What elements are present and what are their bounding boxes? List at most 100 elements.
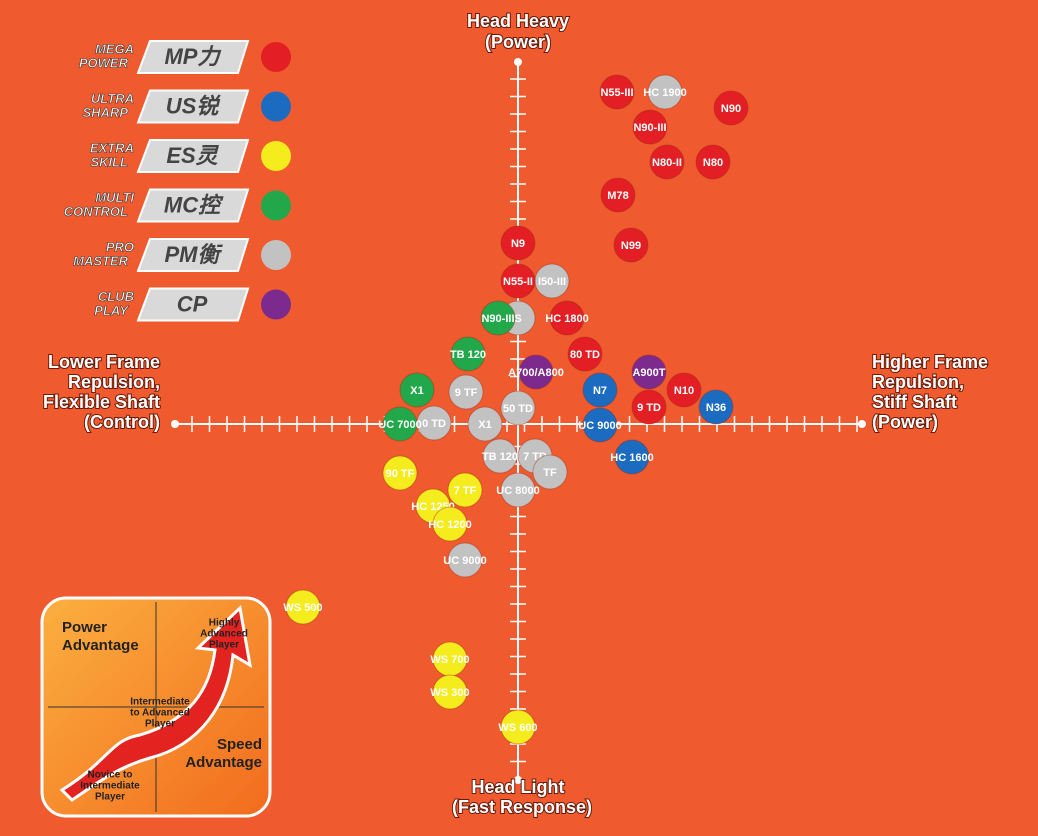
- product-marker: [632, 109, 668, 145]
- inset: Power Advantage Speed Advantage Highly A…: [40, 596, 272, 818]
- product-marker: [666, 372, 702, 408]
- product-label: N80-II: [652, 157, 682, 169]
- product-marker: [614, 439, 650, 475]
- product-marker: [500, 225, 536, 261]
- inset-label: to Advanced: [130, 708, 190, 719]
- product-marker: [416, 405, 452, 441]
- inset-label: Advanced: [200, 629, 248, 640]
- axis-label: Higher Frame: [872, 352, 988, 372]
- product-marker: [399, 372, 435, 408]
- axis-label: Repulsion,: [872, 372, 964, 392]
- axis-label: Repulsion,: [68, 372, 160, 392]
- axis-end: [171, 420, 179, 428]
- product-label: X1: [410, 385, 423, 397]
- legend-badge: [136, 188, 250, 223]
- product-marker: [518, 354, 554, 390]
- legend-swatch: [261, 240, 291, 270]
- legend-line: POWER: [79, 55, 129, 70]
- legend-line: EXTRA: [90, 140, 134, 155]
- product-label: N90-III: [633, 122, 666, 134]
- inset-arrow: [59, 604, 253, 802]
- product-label: UC 7000: [378, 419, 421, 431]
- inset-label: Highly: [209, 618, 240, 629]
- legend-badge-label: MC控: [164, 192, 224, 217]
- product-label: N99: [621, 240, 641, 252]
- axis-label: Head Heavy: [467, 11, 569, 31]
- legend-line: MASTER: [73, 253, 129, 268]
- product-marker: [631, 389, 667, 425]
- product-marker: [631, 354, 667, 390]
- product-label: N10: [674, 385, 694, 397]
- axis-label: (Power): [485, 32, 551, 52]
- product-marker: [698, 389, 734, 425]
- product-marker: [599, 74, 635, 110]
- inset-label: Player: [95, 792, 125, 803]
- inset-label: Player: [209, 640, 239, 651]
- product-label: WS 700: [430, 654, 469, 666]
- product-marker: [447, 542, 483, 578]
- product-marker: [482, 438, 518, 474]
- legend-line: MEGA: [95, 41, 134, 56]
- product-marker: [500, 263, 536, 299]
- inset-label: Advantage: [185, 754, 262, 771]
- legend-badge: [136, 287, 250, 322]
- product-label: UC 8000: [496, 485, 539, 497]
- inset-label: Speed: [217, 736, 262, 753]
- axis-end: [858, 420, 866, 428]
- product-marker: [549, 300, 585, 336]
- product-label: 7 TF: [454, 485, 477, 497]
- product-marker: [713, 90, 749, 126]
- product-label: N36: [706, 402, 726, 414]
- inset-label: Advantage: [62, 637, 139, 654]
- axis-label: (Control): [84, 412, 160, 432]
- product-marker: [500, 390, 536, 426]
- inset-label: Novice to: [87, 770, 132, 781]
- product-marker: [448, 374, 484, 410]
- legend-line: ULTRA: [91, 91, 134, 106]
- product-label: N55-III: [600, 87, 633, 99]
- product-label: HC 1900: [643, 87, 686, 99]
- legend-swatch: [261, 289, 291, 320]
- legend-badge: [136, 139, 250, 173]
- axis-label: Flexible Shaft: [43, 392, 160, 412]
- legend-swatch: [261, 190, 291, 221]
- product-marker: [649, 144, 685, 180]
- product-label: UC 9000: [578, 420, 621, 432]
- product-label: N9: [511, 238, 525, 250]
- product-marker: [613, 227, 649, 263]
- product-label: 0 TD: [422, 418, 446, 430]
- product-label: N90: [721, 103, 741, 115]
- product-label: WS 500: [283, 602, 322, 614]
- product-marker: [382, 406, 418, 442]
- product-marker: [647, 74, 683, 110]
- product-label: UC 9000: [443, 555, 486, 567]
- legend-badge-label: MP力: [164, 44, 221, 69]
- product-marker: [480, 300, 516, 336]
- product-label: HC 1800: [545, 313, 588, 325]
- axis-label: Lower Frame: [48, 352, 160, 372]
- product-label: N7: [593, 385, 607, 397]
- product-label: TB 120: [450, 349, 486, 361]
- product-label: WS 300: [430, 687, 469, 699]
- product-marker: [450, 336, 486, 372]
- legend-line: CLUB: [98, 289, 134, 304]
- legend-swatch: [261, 141, 291, 171]
- axis-ends: [171, 58, 866, 784]
- inset-label: Intermediate: [80, 781, 140, 792]
- product-label: A900T: [632, 367, 665, 379]
- legend-line: SKILL: [90, 154, 128, 169]
- product-label: HC 1600: [610, 452, 653, 464]
- product-marker: [600, 177, 636, 213]
- product-label: TB 120: [482, 451, 518, 463]
- legend-line: SHARP: [82, 105, 128, 120]
- product-label: 50 TD: [503, 403, 533, 415]
- legend-badge-label: CP: [177, 291, 208, 316]
- axis-end: [514, 776, 522, 784]
- product-marker: [695, 144, 731, 180]
- legend-badge-label: PM衡: [164, 242, 223, 267]
- legend-badge: [136, 238, 250, 272]
- legend-badge: [136, 40, 250, 74]
- product-label: HC 1200: [428, 519, 471, 531]
- axis-label: Stiff Shaft: [872, 392, 957, 412]
